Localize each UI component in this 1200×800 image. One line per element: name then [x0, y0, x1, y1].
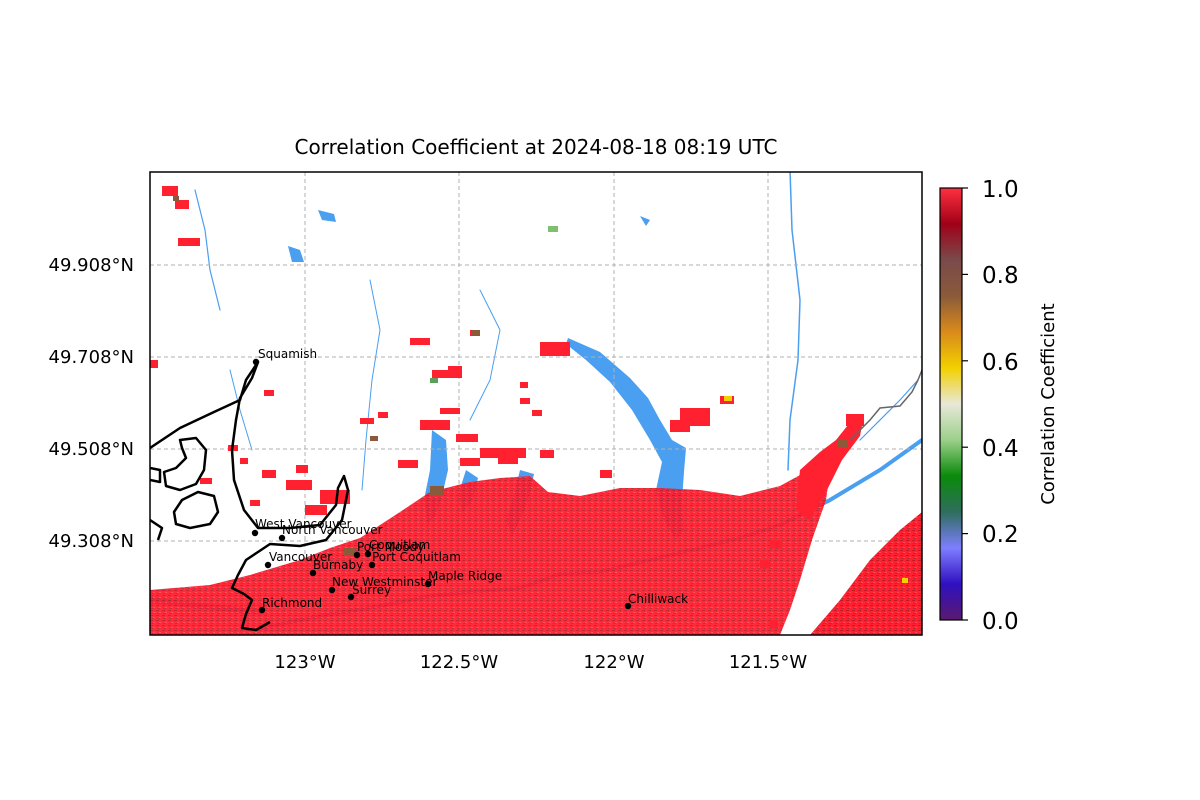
- city-label: Port Coquitlam: [372, 550, 461, 564]
- lat-tick: 49.708°N: [49, 347, 134, 368]
- city-label: Richmond: [262, 596, 322, 610]
- city-label: North Vancouver: [282, 523, 383, 537]
- lat-tick: 49.908°N: [49, 255, 134, 276]
- map-frame: [149, 171, 923, 636]
- main-echo-mass: [150, 460, 830, 635]
- city-label: Vancouver: [269, 550, 332, 564]
- lon-tick-labels: 123°W 122.5°W 122°W 121.5°W: [274, 652, 807, 673]
- lake-north: [288, 246, 304, 262]
- low-cc-pixels: [173, 196, 848, 556]
- colorbar-tick-label: 0.0: [982, 609, 1019, 635]
- border-line: [849, 369, 922, 441]
- lat-tick: 49.508°N: [49, 439, 134, 460]
- colorbar-tick-label: 1.0: [982, 177, 1019, 203]
- colorbar: 0.0 0.2 0.4 0.6 0.8 1.0 Correlation Coef…: [939, 177, 1059, 635]
- city-label: West Vancouver: [255, 517, 352, 531]
- city-label: Coquitlam: [369, 538, 430, 552]
- lon-tick: 122°W: [583, 652, 644, 673]
- map-panel: Squamish West Vancouver North Vancouver …: [150, 172, 922, 635]
- colorbar-tick-label: 0.6: [982, 350, 1019, 376]
- colorbar-tick-label: 0.2: [982, 522, 1019, 548]
- city-label: Surrey: [352, 583, 391, 597]
- colorbar-tick-label: 0.8: [982, 263, 1019, 289]
- east-echo-band: [810, 512, 922, 635]
- chart-title: Correlation Coefficient at 2024-08-18 08…: [295, 135, 778, 159]
- lon-tick: 121.5°W: [729, 652, 808, 673]
- city-markers: [251, 358, 632, 614]
- city-label: Port Moody: [357, 540, 424, 554]
- coastlines: [150, 360, 350, 632]
- city-label: Squamish: [258, 347, 317, 361]
- colorbar-tick-label: 0.4: [982, 436, 1019, 462]
- colorbar-tick-labels: 0.0 0.2 0.4 0.6 0.8 1.0: [982, 177, 1019, 635]
- lat-tick-labels: 49.908°N 49.708°N 49.508°N 49.308°N: [49, 255, 134, 552]
- lake-north2: [318, 210, 336, 222]
- lon-tick: 123°W: [274, 652, 335, 673]
- colorbar-label: Correlation Coefficient: [1038, 303, 1059, 504]
- lake-right: [640, 216, 650, 226]
- city-label: Maple Ridge: [428, 569, 502, 583]
- radar-echoes: [150, 186, 922, 635]
- city-label: Burnaby: [313, 558, 363, 572]
- colorbar-gradient: [939, 187, 963, 621]
- colorbar-ticks: [962, 187, 968, 621]
- city-label: Chilliwack: [628, 592, 688, 606]
- green-pixel: [548, 226, 558, 232]
- city-labels: Squamish West Vancouver North Vancouver …: [255, 347, 688, 610]
- lat-tick: 49.308°N: [49, 531, 134, 552]
- lon-tick: 122.5°W: [420, 652, 499, 673]
- city-label: New Westminster: [332, 575, 437, 589]
